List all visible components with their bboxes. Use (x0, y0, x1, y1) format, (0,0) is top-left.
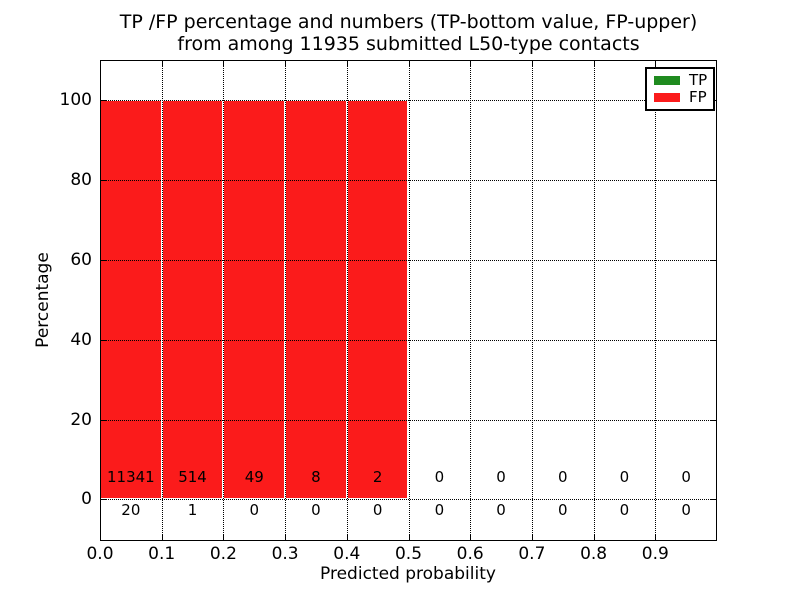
y-tick-label: 0 (81, 489, 92, 510)
x-tick (285, 535, 287, 540)
plot-area (100, 60, 717, 541)
vertical-gridline (223, 60, 225, 541)
x-tick-label: 0.9 (641, 544, 669, 564)
legend-item-tp: TP (654, 71, 713, 89)
x-tick (161, 535, 163, 540)
x-tick-label: 0.4 (333, 544, 361, 564)
x-tick-label: 0.5 (394, 544, 423, 564)
x-tick (223, 61, 225, 66)
x-tick (408, 535, 410, 540)
y-tick (711, 339, 716, 341)
x-tick (470, 535, 472, 540)
tp-count-label: 0 (619, 501, 630, 519)
tp-count-label: 0 (681, 501, 691, 519)
y-tick (101, 180, 106, 182)
y-tick (101, 259, 106, 261)
y-tick-label: 100 (59, 90, 92, 111)
chart-title-line2: from among 11935 submitted L50-type cont… (177, 33, 640, 55)
x-tick (100, 535, 101, 540)
x-tick (161, 61, 163, 66)
x-tick (531, 535, 533, 540)
tp-count-label: 0 (496, 501, 506, 519)
fp-count-label: 0 (557, 468, 568, 486)
y-tick-label: 80 (70, 170, 92, 191)
tp-count-label: 0 (557, 501, 568, 519)
x-tick (531, 61, 533, 66)
y-tick-label: 60 (70, 249, 92, 270)
x-tick (593, 535, 595, 540)
x-tick (408, 61, 410, 66)
tp-count-label: 0 (311, 501, 321, 519)
fp-count-label: 514 (178, 468, 207, 486)
y-tick (101, 499, 106, 501)
chart-title: TP /FP percentage and numbers (TP-bottom… (100, 11, 717, 55)
fp-count-label: 49 (244, 468, 264, 486)
legend-item-fp: FP (654, 88, 713, 106)
vertical-gridline (285, 60, 287, 541)
vertical-gridline (531, 60, 533, 541)
x-tick-label: 0.2 (209, 544, 237, 564)
y-tick (711, 499, 716, 501)
y-tick (711, 419, 716, 421)
y-tick (711, 180, 716, 182)
tp-count-label: 0 (434, 501, 445, 519)
x-tick-label: 0.6 (456, 544, 484, 564)
fp-count-label: 11341 (106, 468, 155, 486)
tp-count-label: 0 (249, 501, 260, 519)
tp-count-label: 1 (187, 501, 198, 519)
x-tick (346, 61, 348, 66)
fp-bar (223, 100, 286, 500)
x-tick (223, 535, 225, 540)
x-tick-label: 0.3 (271, 544, 299, 564)
fp-count-label: 0 (434, 468, 445, 486)
legend: TP FP (645, 67, 715, 111)
x-tick-label: 0.0 (86, 544, 114, 564)
y-tick (101, 100, 106, 102)
x-tick-label: 0.8 (580, 544, 608, 564)
vertical-gridline (593, 60, 595, 541)
y-tick (711, 259, 716, 261)
legend-label-fp: FP (689, 88, 707, 106)
x-tick (655, 535, 657, 540)
fp-count-label: 0 (681, 468, 691, 486)
tp-count-label: 20 (121, 501, 141, 519)
x-tick (100, 61, 101, 66)
vertical-gridline (161, 60, 163, 541)
fp-count-label: 0 (619, 468, 630, 486)
fp-count-label: 2 (372, 468, 383, 486)
y-tick (101, 419, 106, 421)
x-tick (346, 535, 348, 540)
x-tick (470, 61, 472, 66)
x-tick (655, 61, 657, 66)
chart-title-line1: TP /FP percentage and numbers (TP-bottom… (119, 11, 698, 33)
y-tick-label: 40 (70, 329, 92, 350)
tp-count-label: 0 (372, 501, 383, 519)
fp-count-label: 8 (311, 468, 321, 486)
tp-legend-swatch (654, 76, 680, 85)
y-tick-label: 20 (70, 409, 92, 430)
x-axis-label: Predicted probability (320, 564, 496, 584)
x-tick (593, 61, 595, 66)
x-tick (285, 61, 287, 66)
x-tick-label: 0.7 (518, 544, 546, 564)
vertical-gridline (346, 60, 348, 541)
y-tick (101, 339, 106, 341)
vertical-gridline (655, 60, 657, 541)
x-tick-label: 0.1 (148, 544, 176, 564)
vertical-gridline (408, 60, 410, 541)
legend-label-tp: TP (689, 71, 708, 89)
fp-legend-swatch (654, 93, 680, 102)
vertical-gridline (470, 60, 472, 541)
fp-count-label: 0 (496, 468, 506, 486)
